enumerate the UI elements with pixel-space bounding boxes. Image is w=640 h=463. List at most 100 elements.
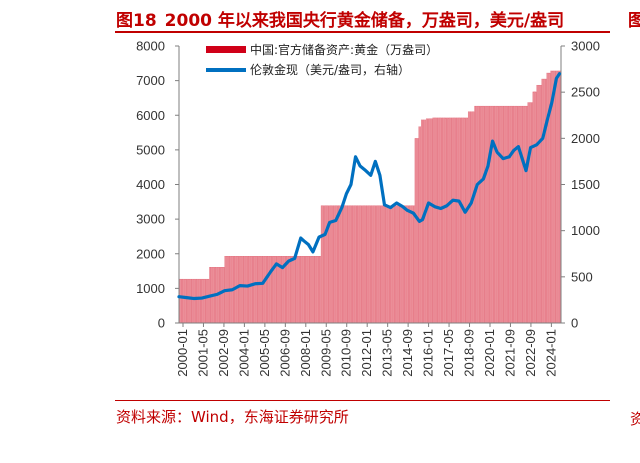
reserve-bar [254,256,257,324]
reserve-bar [544,78,546,324]
right-tick-label: 1000 [571,223,600,238]
reserve-bar [370,205,372,324]
reserve-bar [546,72,548,324]
x-tick-label: 2013-05 [380,329,395,377]
legend: 中国:官方储备资产:黄金（万盎司） 伦敦金现（美元/盎司，右轴） [206,42,438,77]
left-tick-label: 3000 [136,212,165,227]
reserve-bar [317,256,319,324]
left-tick-label: 0 [158,316,165,331]
reserve-bar [522,105,524,324]
reserve-bar [487,105,489,324]
reserve-bar [490,105,493,324]
reserve-bar [304,256,306,324]
reserve-bar [523,105,526,324]
reserve-bar [417,138,419,324]
reserve-bar [258,256,260,324]
reserve-bar [206,278,208,324]
reserve-bar [388,205,390,324]
reserve-bar [310,256,312,324]
reserve-bar [287,256,290,324]
reserve-bar [489,105,491,324]
reserve-bar [514,105,517,324]
reserve-bar [400,205,403,324]
reserve-bar [396,205,399,324]
reserve-bar [325,205,328,324]
x-tick-label: 2014-09 [400,329,415,377]
reserve-bar [204,278,206,324]
reserve-bar [460,117,462,324]
reserve-bar [253,256,255,324]
reserve-bar [223,267,225,324]
reserve-bar [292,256,295,324]
reserve-bar [497,105,499,324]
gold-price-line [177,72,562,301]
chart-title: 图18 2000 年以来我国央行黄金储备，万盎司，美元/盎司 [116,6,616,31]
left-tick-label: 8000 [136,39,165,54]
right-tick-label: 500 [571,269,593,284]
reserve-bar [237,256,239,324]
reserve-bar [511,105,513,324]
reserve-bar [355,205,357,324]
reserve-bar [199,278,201,324]
reserve-bar [323,205,325,324]
x-tick-label: 2009-05 [318,329,333,377]
reserve-bar [235,256,238,324]
reserve-bar [502,105,504,324]
reserve-bar [377,205,380,324]
reserve-bar [369,205,371,324]
reserve-bar [536,84,538,324]
reserve-bar [440,117,442,324]
reserve-bar [290,256,292,324]
reserve-bar [367,205,370,324]
reserve-bar [365,205,367,324]
reserve-bar [200,278,202,324]
chart: 0 1000 2000 3000 4000 5000 6000 7000 8000 0 500 10… [136,39,600,377]
reserve-bar [262,256,264,324]
reserve-bar [521,105,523,324]
title-rule [115,31,610,33]
x-tick-label: 2016-01 [421,329,436,377]
right-tick-label: 2500 [571,85,600,100]
reserve-bar [347,205,349,324]
reserve-bar [512,105,514,324]
reserve-bar [556,70,559,324]
reserve-bar [459,117,461,324]
reserve-bar [259,256,262,324]
reserve-bar [181,278,183,324]
reserve-bar [358,205,361,324]
reserve-bar [238,256,240,324]
reserve-bar [443,117,446,324]
reserve-bar [422,119,424,324]
reserve-bar [351,205,353,324]
reserve-bar [336,205,338,324]
reserve-bar [249,256,252,324]
reserve-bar [493,105,495,324]
reserve-bar [376,205,378,324]
x-tick-label: 2021-09 [502,329,517,377]
reserve-bar [485,105,488,324]
x-tick-label: 2008-01 [298,329,313,377]
reserve-bar [395,205,397,324]
reserve-bar [492,105,494,324]
reserve-bar [374,205,376,324]
reserve-bar [542,78,545,324]
x-tick-label: 2020-01 [482,329,497,377]
reserve-bar [186,278,188,324]
reserve-bar [403,205,405,324]
reserve-bar [322,205,324,324]
reserve-bar [201,278,203,324]
reserve-bar [462,117,465,324]
reserve-bar [471,111,474,324]
reserve-bar [375,205,377,324]
reserve-bar [187,278,189,324]
x-tick-label: 2022-09 [523,329,538,377]
reserve-bar [333,205,335,324]
reserve-bar [429,118,432,324]
reserve-bar [480,105,482,324]
reserve-bar [270,256,272,324]
reserve-bar [433,117,436,324]
reserve-bar [196,278,198,324]
reserve-bar [303,256,305,324]
reserve-bar [405,205,408,324]
reserve-bar [540,84,542,324]
